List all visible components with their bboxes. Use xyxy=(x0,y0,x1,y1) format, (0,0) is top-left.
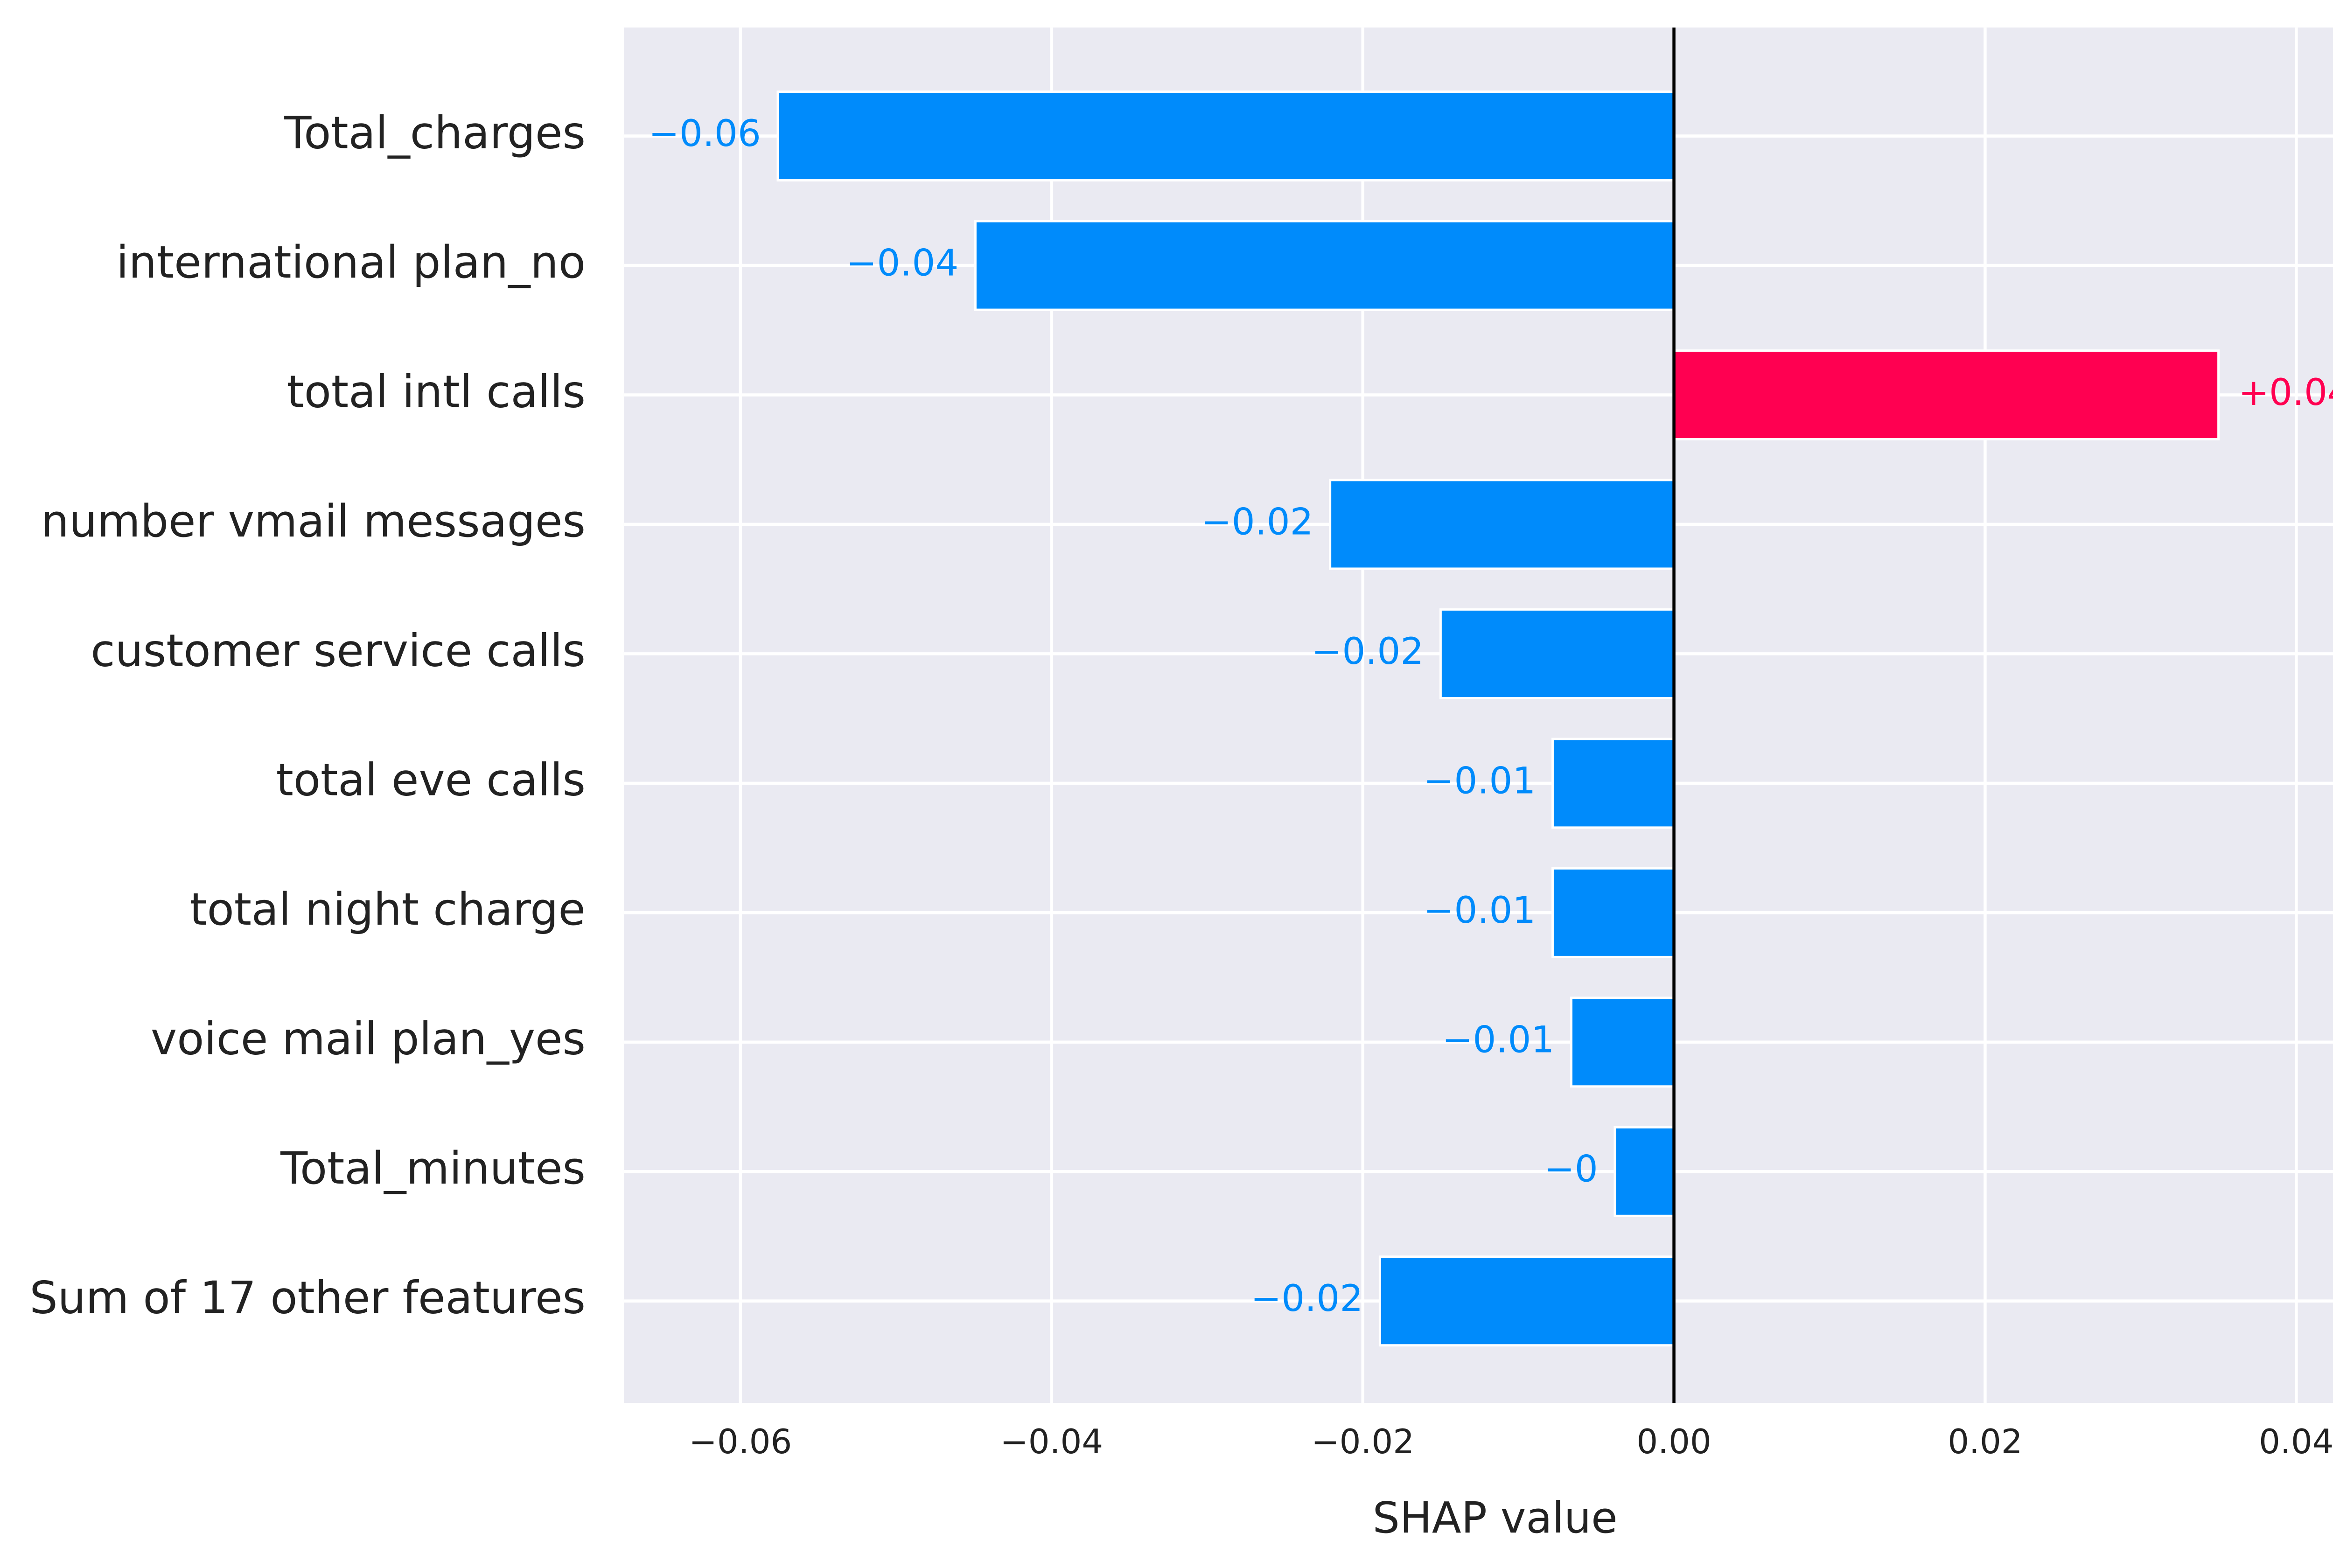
bar xyxy=(1329,479,1676,570)
y-tick-label: customer service calls xyxy=(91,625,586,676)
y-tick-label: total intl calls xyxy=(286,366,585,418)
bar xyxy=(1673,349,2220,440)
value-label: −0 xyxy=(1544,1148,1598,1191)
bar xyxy=(1439,608,1676,699)
x-tick-label: 0.04 xyxy=(2259,1422,2333,1461)
bar xyxy=(776,91,1676,182)
x-tick-label: −0.02 xyxy=(1311,1422,1414,1461)
value-label: −0.01 xyxy=(1424,759,1536,802)
y-tick-label: Sum of 17 other features xyxy=(29,1273,586,1324)
y-tick-label: total eve calls xyxy=(276,755,586,806)
bar xyxy=(1378,1255,1676,1347)
value-label: −0.01 xyxy=(1424,889,1536,932)
y-tick-label: Total_minutes xyxy=(280,1143,586,1194)
x-tick-label: 0.00 xyxy=(1636,1422,1711,1461)
bar xyxy=(1551,738,1676,829)
y-tick-label: number vmail messages xyxy=(41,496,586,547)
value-label: +0.04 xyxy=(2238,371,2333,414)
value-label: −0.02 xyxy=(1311,630,1424,673)
value-label: −0.06 xyxy=(649,112,761,155)
y-tick-label: international plan_no xyxy=(116,237,586,288)
bar xyxy=(974,220,1676,311)
bar xyxy=(1614,1126,1676,1217)
value-label: −0.04 xyxy=(846,241,959,284)
x-tick-label: 0.02 xyxy=(1948,1422,2022,1461)
x-tick-label: −0.04 xyxy=(1000,1422,1103,1461)
y-tick-label: Total_charges xyxy=(284,107,586,159)
y-tick-label: voice mail plan_yes xyxy=(151,1014,586,1065)
x-tick-label: −0.06 xyxy=(689,1422,792,1461)
x-axis-label: SHAP value xyxy=(1373,1493,1618,1543)
value-label: −0.01 xyxy=(1442,1018,1555,1061)
value-label: −0.02 xyxy=(1201,500,1313,543)
bar xyxy=(1551,867,1676,958)
bar xyxy=(1570,997,1676,1088)
y-tick-label: total night charge xyxy=(189,884,586,935)
value-label: −0.02 xyxy=(1250,1277,1363,1320)
